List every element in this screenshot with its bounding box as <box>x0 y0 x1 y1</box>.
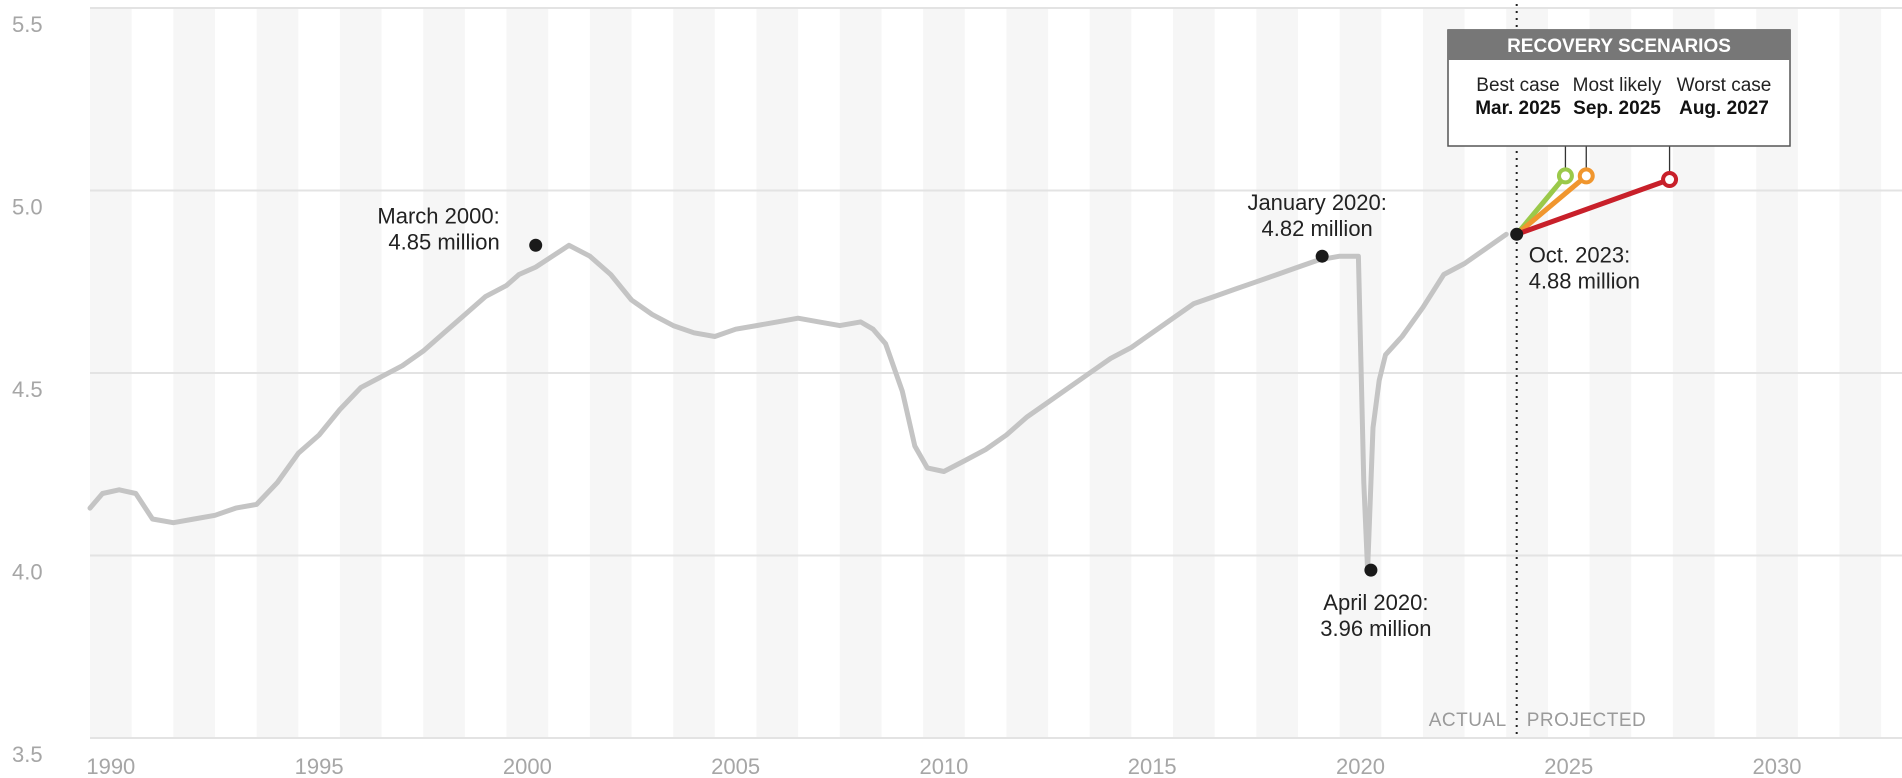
scenario-line-3 <box>1514 177 1673 237</box>
annotation-label: 4.88 million <box>1529 268 1640 293</box>
scenario-label: Best case <box>1476 75 1559 96</box>
x-tick-label: 1995 <box>295 754 344 778</box>
x-tick-label: 1990 <box>86 754 135 778</box>
scenario-date: Sep. 2025 <box>1573 98 1661 119</box>
annotation-label: April 2020: <box>1323 590 1428 615</box>
scenario-label: Worst case <box>1677 75 1772 96</box>
annotation-label: January 2020: <box>1247 190 1386 215</box>
scenario-end-marker <box>1577 167 1595 185</box>
historical-series-line <box>87 231 1509 573</box>
annotation-label: 3.96 million <box>1320 616 1431 641</box>
scenario-end-marker <box>1556 167 1574 185</box>
scenario-box-header <box>1448 30 1790 60</box>
y-tick-label: 4.0 <box>12 560 43 585</box>
y-tick-label: 5.0 <box>12 195 43 220</box>
annotation-label: Oct. 2023: <box>1529 242 1631 267</box>
data-lines <box>87 173 1673 573</box>
annotation-point <box>1510 227 1524 241</box>
x-axis-ticks: 1990 1995 2000 2005 2010 2015 2020 2025 2030 <box>86 754 1801 778</box>
annotations: March 2000:4.85 million January 2020:4.82… <box>377 190 1640 641</box>
actual-projected-divider: ACTUAL PROJECTED <box>1429 4 1647 738</box>
y-tick-label: 5.5 <box>12 12 43 37</box>
data-markers <box>529 167 1679 577</box>
x-tick-label: 2010 <box>919 754 968 778</box>
x-tick-label: 2005 <box>711 754 760 778</box>
actual-label: ACTUAL <box>1429 710 1507 731</box>
x-tick-label: 2000 <box>503 754 552 778</box>
scenario-line-2 <box>1514 173 1589 237</box>
x-tick-label: 2030 <box>1753 754 1802 778</box>
scenario-box-title: RECOVERY SCENARIOS <box>1507 36 1731 57</box>
y-axis-ticks: 3.5 4.0 4.5 5.0 5.5 <box>12 12 43 767</box>
scenario-label: Most likely <box>1573 75 1662 96</box>
scenario-date: Aug. 2027 <box>1679 98 1769 119</box>
annotation-point <box>1364 563 1378 577</box>
projected-label: PROJECTED <box>1527 710 1647 731</box>
annotation-point <box>1315 249 1329 263</box>
scenario-date: Mar. 2025 <box>1475 98 1561 119</box>
x-tick-label: 2025 <box>1544 754 1593 778</box>
x-tick-label: 2020 <box>1336 754 1385 778</box>
y-tick-label: 3.5 <box>12 742 43 767</box>
x-tick-label: 2015 <box>1128 754 1177 778</box>
scenario-end-marker <box>1661 171 1679 189</box>
annotation-point <box>529 238 543 252</box>
annotation-label: 4.85 million <box>388 229 499 254</box>
annotation-label: March 2000: <box>377 203 499 228</box>
y-tick-label: 4.5 <box>12 377 43 402</box>
annotation-label: 4.82 million <box>1262 216 1373 241</box>
